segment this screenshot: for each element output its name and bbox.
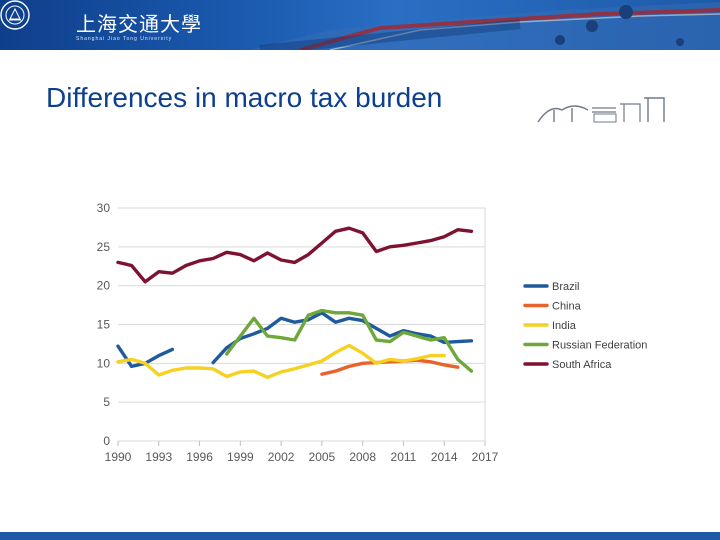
series-line-china-0 — [320, 358, 460, 376]
series-line-india-0 — [116, 343, 446, 380]
chart-ticks: 0 5 10 15 20 25 30 1990 1993 1996 1999 2002 2005 2008… — [97, 201, 499, 464]
slide-title: Differences in macro tax burden — [46, 82, 443, 113]
legend-label: Brazil — [552, 281, 580, 293]
y-tick-label: 25 — [97, 240, 111, 254]
university-name-english: Shanghai Jiao Tong University — [76, 36, 173, 42]
chart-legend: Brazil China India Russian Federation South … — [523, 281, 647, 371]
x-tick-label: 2002 — [268, 450, 295, 464]
university-name: 上海交通大學 — [76, 12, 202, 36]
campus-gate-sketch-icon — [537, 97, 665, 123]
university-seal-icon — [0, 0, 30, 30]
x-tick-label: 2008 — [349, 450, 376, 464]
x-tick-label: 2011 — [391, 450, 417, 464]
x-tick-label: 2017 — [472, 450, 499, 464]
legend-label: Russian Federation — [552, 340, 647, 352]
x-tick-label: 1990 — [105, 450, 132, 464]
y-tick-label: 10 — [97, 356, 111, 370]
y-tick-label: 20 — [97, 279, 111, 293]
legend-label: India — [552, 320, 577, 332]
x-tick-label: 2005 — [309, 450, 336, 464]
tax-burden-line-chart: 0 5 10 15 20 25 30 1990 1993 1996 1999 2002 2005 2008… — [97, 201, 648, 464]
footer-bar — [0, 532, 720, 540]
y-tick-label: 0 — [103, 434, 110, 448]
chart-grid — [118, 207, 486, 442]
x-tick-label: 1996 — [186, 450, 213, 464]
banner-architecture-decoration — [250, 2, 720, 50]
legend-label: South Africa — [552, 359, 612, 371]
header-banner: 上海交通大學 Shanghai Jiao Tong University — [0, 0, 720, 50]
x-tick-label: 2014 — [431, 450, 458, 464]
legend-label: China — [552, 301, 582, 313]
x-tick-label: 1993 — [145, 450, 172, 464]
y-tick-label: 30 — [97, 201, 111, 215]
series-line-brazil-1 — [211, 311, 474, 365]
chart-series — [116, 226, 474, 380]
y-tick-label: 5 — [103, 395, 110, 409]
y-tick-label: 15 — [97, 318, 111, 332]
series-line-south-africa-0 — [116, 226, 474, 284]
series-line-russian-federation-0 — [224, 308, 474, 373]
x-tick-label: 1999 — [227, 450, 254, 464]
